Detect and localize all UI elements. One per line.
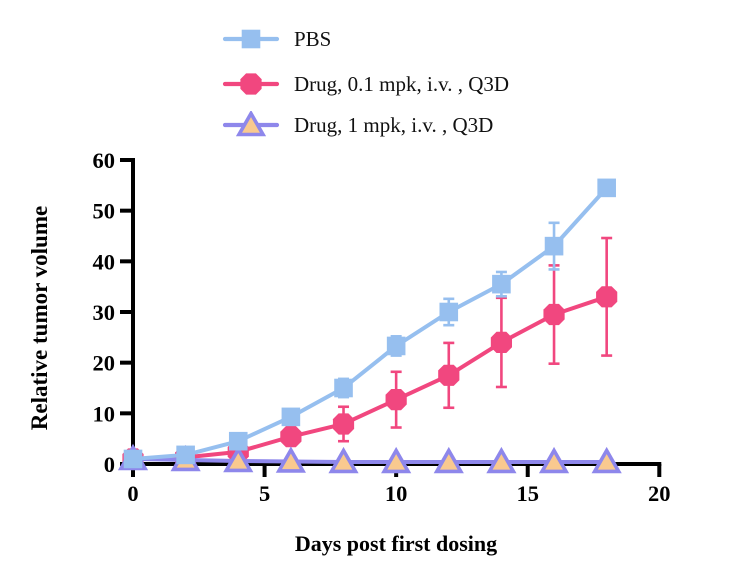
y-tick-label: 20 [93, 351, 116, 376]
x-axis-title: Days post first dosing [294, 531, 498, 556]
data-point-drug-1-mpk-i-v-q3d-day-8 [328, 446, 359, 474]
x-tick-label: 20 [648, 481, 671, 506]
y-tick-label: 30 [93, 300, 116, 325]
x-tick-label: 5 [259, 481, 270, 506]
y-tick-label: 60 [93, 148, 116, 173]
x-tick-label: 10 [385, 481, 408, 506]
data-point-drug-1-mpk-i-v-q3d-day-12 [433, 446, 464, 474]
legend-marker-shape [241, 29, 261, 49]
series-pbs [123, 178, 616, 469]
line-drug-1-mpk-i-v-q3d [131, 456, 609, 464]
data-point-drug-0-1-mpk-i-v-q3d-day-6 [280, 426, 302, 448]
data-point-pbs-day-2 [176, 445, 195, 465]
legend-item-drug-1-mpk: Drug, 1 mpk, i.v. , Q3D [222, 111, 493, 139]
data-point-drug-0-1-mpk-i-v-q3d-day-16 [543, 303, 565, 326]
y-axis-title: Relative tumor volume [27, 205, 52, 431]
y-tick-label: 0 [104, 452, 115, 477]
data-point-drug-1-mpk-i-v-q3d-day-16 [538, 446, 570, 474]
y-tick-label: 10 [93, 401, 116, 426]
data-point-pbs-day-16 [544, 236, 564, 256]
data-point-drug-1-mpk-i-v-q3d-day-6 [275, 446, 306, 473]
data-point-pbs-day-10 [386, 336, 406, 356]
legend-item-pbs: PBS [222, 25, 331, 53]
line-drug-0-1-mpk-i-v-q3d [131, 294, 609, 461]
data-point-pbs-day-8 [334, 378, 353, 398]
data-point-pbs-day-4 [228, 431, 248, 451]
data-point-pbs-day-14 [492, 274, 511, 294]
data-point-drug-0-1-mpk-i-v-q3d-day-12 [438, 364, 460, 386]
series-drug-0-1-mpk-i-v-q3d [122, 236, 618, 470]
data-point-pbs-day-12 [439, 302, 459, 322]
legend-marker-square-icon [222, 29, 280, 49]
legend-marker-triangle-icon [222, 111, 280, 137]
data-point-drug-1-mpk-i-v-q3d-day-18 [591, 446, 622, 474]
data-point-drug-1-mpk-i-v-q3d-day-14 [486, 446, 517, 474]
data-point-drug-0-1-mpk-i-v-q3d-day-10 [385, 389, 407, 411]
x-tick-label: 0 [127, 481, 138, 506]
legend-item-drug-0-1-mpk: Drug, 0.1 mpk, i.v. , Q3D [222, 70, 509, 98]
legend-marker-shape [240, 73, 262, 95]
data-point-pbs-day-6 [281, 407, 301, 427]
data-point-pbs-day-0 [123, 449, 143, 469]
y-tick-label: 40 [93, 249, 116, 274]
data-point-drug-0-1-mpk-i-v-q3d-day-18 [596, 286, 618, 308]
data-point-drug-1-mpk-i-v-q3d-day-4 [223, 445, 254, 473]
data-point-drug-0-1-mpk-i-v-q3d-day-14 [490, 331, 513, 353]
legend-label-pbs: PBS [294, 27, 332, 51]
x-tick-label: 15 [516, 481, 539, 506]
data-point-drug-0-1-mpk-i-v-q3d-day-8 [332, 413, 355, 435]
line-pbs [131, 185, 609, 461]
y-ticks: 0 10 20 30 40 50 60 [93, 148, 133, 477]
data-point-drug-1-mpk-i-v-q3d-day-10 [381, 446, 412, 474]
legend-marker-hexagon-icon [222, 73, 280, 95]
legend-marker-shape [235, 111, 267, 137]
data-point-pbs-day-18 [597, 178, 616, 198]
legend-label-drug-1-mpk: Drug, 1 mpk, i.v. , Q3D [294, 113, 494, 137]
y-tick-label: 50 [93, 199, 116, 224]
legend-label-drug-0-1-mpk: Drug, 0.1 mpk, i.v. , Q3D [294, 72, 510, 96]
